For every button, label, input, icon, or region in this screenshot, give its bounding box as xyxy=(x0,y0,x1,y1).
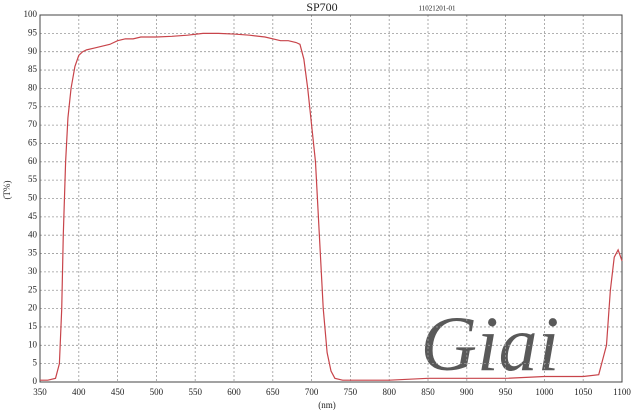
x-tick-label: 900 xyxy=(460,387,474,397)
y-tick-label: 25 xyxy=(28,284,38,294)
y-tick-label: 30 xyxy=(28,266,38,276)
watermark: Giai xyxy=(421,300,560,387)
y-tick-label: 90 xyxy=(28,46,38,56)
y-tick-label: 0 xyxy=(33,376,38,386)
y-tick-label: 40 xyxy=(28,229,38,239)
y-tick-label: 85 xyxy=(28,64,38,74)
x-tick-label: 650 xyxy=(266,387,280,397)
x-tick-label: 1050 xyxy=(574,387,593,397)
y-tick-label: 5 xyxy=(33,358,38,368)
x-tick-label: 1100 xyxy=(613,387,631,397)
y-tick-label: 95 xyxy=(28,27,38,37)
plot-frame xyxy=(39,14,623,383)
chart-subtitle: 11021201-01 xyxy=(418,5,456,13)
y-tick-label: 55 xyxy=(28,174,38,184)
y-tick-label: 10 xyxy=(28,339,38,349)
y-tick-label: 80 xyxy=(28,82,38,92)
y-tick-label: 75 xyxy=(28,101,38,111)
y-tick-label: 20 xyxy=(28,303,38,313)
chart-title: SP700 xyxy=(306,0,337,14)
x-tick-label: 950 xyxy=(499,387,513,397)
x-tick-label: 750 xyxy=(344,387,358,397)
y-tick-label: 15 xyxy=(28,321,38,331)
x-tick-label: 350 xyxy=(33,387,47,397)
x-tick-label: 1000 xyxy=(535,387,554,397)
x-tick-label: 500 xyxy=(150,387,164,397)
y-tick-label: 70 xyxy=(28,119,38,129)
x-tick-label: 550 xyxy=(188,387,202,397)
x-tick-label: 600 xyxy=(227,387,241,397)
x-tick-label: 800 xyxy=(382,387,396,397)
data-line xyxy=(40,32,623,381)
y-tick-label: 60 xyxy=(28,156,38,166)
y-tick-label: 65 xyxy=(28,138,38,148)
x-axis-label: (nm) xyxy=(318,400,336,410)
y-tick-label: 35 xyxy=(28,248,38,258)
y-axis-label: (T%) xyxy=(2,181,12,200)
x-tick-label: 450 xyxy=(111,387,125,397)
x-tick-label: 700 xyxy=(305,387,319,397)
y-tick-label: 50 xyxy=(28,193,38,203)
x-tick-label: 850 xyxy=(421,387,435,397)
y-tick-label: 100 xyxy=(24,9,38,19)
y-tick-label: 45 xyxy=(28,211,38,221)
x-tick-label: 400 xyxy=(72,387,86,397)
